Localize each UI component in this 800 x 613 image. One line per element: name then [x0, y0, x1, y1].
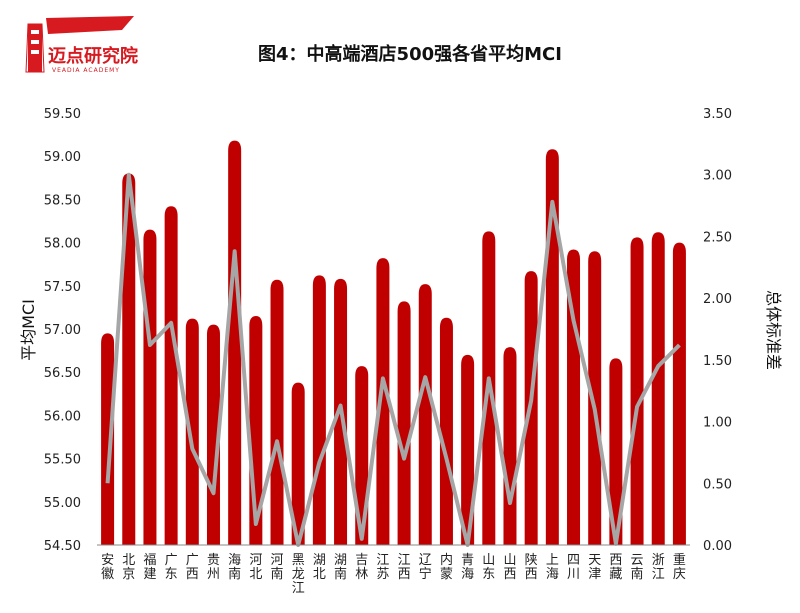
y-left-tick: 55.50: [44, 453, 81, 468]
y-right-tick: 1.00: [703, 416, 732, 431]
bar-四川: [567, 249, 581, 545]
y-right-tick: 1.50: [703, 354, 732, 369]
x-tick-label: 江西: [398, 553, 411, 582]
y-right-axis-label: 总体标准差: [764, 290, 783, 370]
x-tick-label: 海南: [228, 553, 241, 582]
bar-山西: [503, 347, 517, 545]
x-tick-label: 辽宁: [419, 553, 432, 582]
x-tick-label: 内蒙: [440, 552, 453, 582]
bar-安徽: [101, 333, 115, 545]
logo-flag: [46, 16, 134, 34]
logo-tower: [28, 24, 42, 72]
x-tick-label: 河南: [271, 553, 284, 582]
bar-江苏: [376, 258, 390, 545]
y-left-tick: 57.50: [44, 280, 81, 295]
x-tick-label: 湖北: [313, 553, 326, 582]
y-left-tick: 54.50: [44, 539, 81, 554]
y-left-tick: 57.00: [44, 323, 81, 338]
bar-内蒙: [439, 317, 453, 545]
x-tick-label: 重庆: [673, 552, 686, 582]
x-tick-label: 四川: [567, 553, 580, 582]
x-tick-label: 福建: [143, 553, 156, 582]
x-tick-label: 广西: [186, 553, 199, 582]
bar-江西: [397, 301, 411, 545]
y-left-tick: 55.00: [44, 496, 81, 511]
x-tick-label: 云南: [631, 553, 644, 582]
bar-云南: [630, 237, 644, 545]
bar-广西: [185, 318, 199, 545]
line-series-std: [105, 172, 681, 547]
bar-湖北: [312, 275, 326, 545]
x-tick-label: 广东: [165, 553, 178, 582]
bar-黑龙江: [291, 382, 305, 545]
bar-河南: [270, 279, 284, 545]
x-tick-label: 江苏: [376, 553, 389, 582]
y-left-axis-label: 平均MCI: [19, 299, 38, 361]
x-tick-label: 安徽: [101, 553, 114, 582]
y-left-tick: 58.00: [44, 237, 81, 252]
x-tick-label: 吉林: [355, 553, 368, 582]
bar-重庆: [672, 242, 686, 545]
x-tick-label: 青海: [461, 553, 474, 582]
bar-浙江: [651, 232, 665, 545]
y-right-tick: 2.50: [703, 230, 732, 245]
logo-subtext: VEADIA ACADEMY: [52, 67, 120, 74]
y-right-tick: 3.00: [703, 169, 732, 184]
bar-天津: [588, 251, 602, 546]
bar-福建: [143, 229, 157, 545]
y-right-tick: 2.00: [703, 292, 732, 307]
logo-text: 迈点研究院: [48, 45, 138, 67]
x-tick-label: 湖南: [334, 553, 347, 582]
x-tick-label: 浙江: [652, 553, 665, 582]
y-right-tick: 0.00: [703, 539, 732, 554]
x-tick-label: 山西: [503, 553, 516, 582]
x-tick-label: 北京: [122, 553, 135, 582]
bar-青海: [461, 354, 475, 545]
bar-辽宁: [418, 284, 432, 545]
bar-广东: [164, 206, 178, 545]
y-left-tick: 56.00: [44, 409, 81, 424]
y-right-tick: 3.50: [703, 107, 732, 122]
x-tick-label: 黑龙江: [292, 553, 305, 596]
bar-海南: [228, 140, 242, 545]
bar-西藏: [609, 358, 623, 545]
y-left-tick: 59.00: [44, 150, 81, 165]
chart-title: 图4：中高端酒店500强各省平均MCI: [258, 44, 562, 65]
x-tick-label: 上海: [546, 553, 559, 582]
x-tick-label: 西藏: [609, 553, 622, 582]
x-tick-label: 陕西: [525, 553, 538, 582]
y-right-tick: 0.50: [703, 477, 732, 492]
bar-北京: [122, 173, 136, 546]
logo: 迈点研究院 VEADIA ACADEMY: [18, 12, 148, 76]
y-left-tick: 58.50: [44, 193, 81, 208]
x-tick-label: 天津: [588, 553, 601, 582]
x-tick-label: 山东: [482, 553, 495, 582]
y-left-tick: 56.50: [44, 366, 81, 381]
y-left-tick: 59.50: [44, 107, 81, 122]
x-tick-label: 贵州: [207, 553, 220, 582]
x-tick-label: 河北: [249, 553, 262, 582]
